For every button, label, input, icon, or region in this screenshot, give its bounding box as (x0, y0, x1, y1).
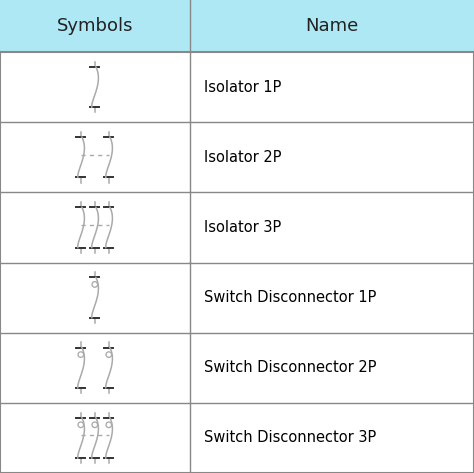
Text: Switch Disconnector 1P: Switch Disconnector 1P (204, 290, 376, 305)
Text: Isolator 1P: Isolator 1P (204, 79, 281, 95)
Text: Switch Disconnector 2P: Switch Disconnector 2P (204, 360, 376, 375)
Text: Symbols: Symbols (56, 17, 133, 35)
Bar (0, 0, 474, 52)
Text: Switch Disconnector 3P: Switch Disconnector 3P (204, 430, 376, 446)
Text: Name: Name (305, 17, 358, 35)
Text: Isolator 2P: Isolator 2P (204, 150, 281, 165)
Text: Isolator 3P: Isolator 3P (204, 220, 281, 235)
